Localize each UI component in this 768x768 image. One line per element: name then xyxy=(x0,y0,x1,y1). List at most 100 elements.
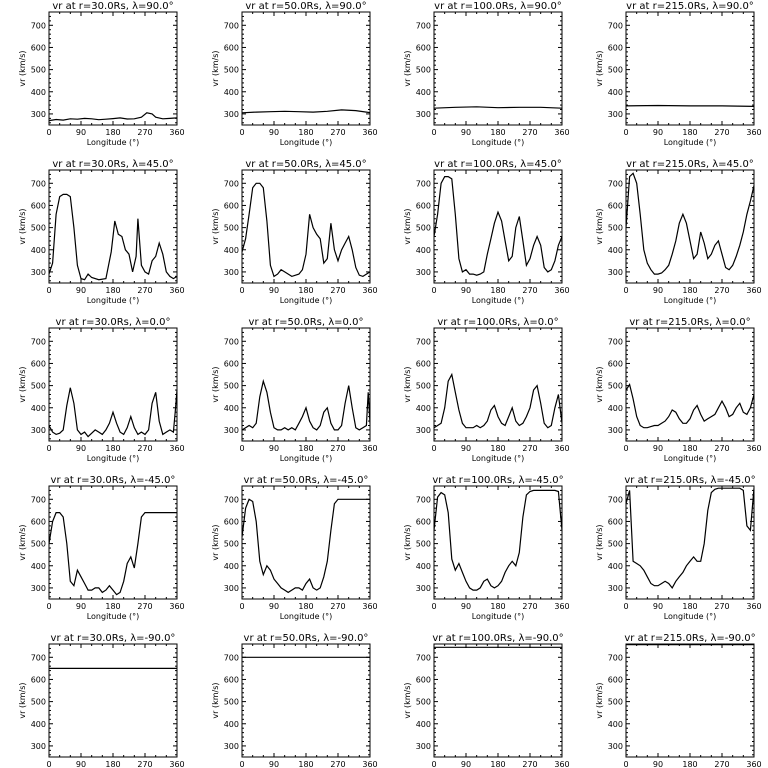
y-tick-label: 600 xyxy=(224,359,239,368)
y-tick-label: 400 xyxy=(224,404,239,413)
y-tick-label: 500 xyxy=(31,698,46,707)
plot-frame xyxy=(433,485,563,600)
chart-title: vr at r=30.0Rs, λ=0.0° xyxy=(56,317,171,328)
y-tick-label: 700 xyxy=(31,495,46,504)
y-tick-label: 400 xyxy=(31,562,46,571)
x-tick-label: 180 xyxy=(298,602,313,611)
x-tick-label: 0 xyxy=(623,286,628,295)
plot-frame xyxy=(625,169,755,284)
chart-panel: vr at r=50.0Rs, λ=45.0° 0 90 180 270 360 300 40… xyxy=(211,159,378,305)
y-tick-label: 600 xyxy=(608,201,623,210)
y-tick-label: 600 xyxy=(224,201,239,210)
y-tick-label: 300 xyxy=(416,742,431,751)
x-tick-label: 360 xyxy=(362,760,377,768)
y-tick-label: 600 xyxy=(224,517,239,526)
y-axis-label: vr (km/s) xyxy=(595,208,604,244)
y-tick-label: 700 xyxy=(31,21,46,30)
chart-title: vr at r=50.0Rs, λ=-45.0° xyxy=(244,475,369,486)
chart-panel: vr at r=30.0Rs, λ=90.0° 0 90 180 270 360 300 40… xyxy=(18,1,185,147)
x-tick-label: 180 xyxy=(298,286,313,295)
y-tick-label: 300 xyxy=(224,426,239,435)
x-axis-label: Longitude (°) xyxy=(87,612,140,621)
x-tick-label: 360 xyxy=(746,128,761,137)
y-tick-label: 500 xyxy=(31,382,46,391)
series-line xyxy=(434,106,562,109)
x-tick-label: 270 xyxy=(522,286,537,295)
x-tick-label: 0 xyxy=(46,444,51,453)
y-tick-label: 600 xyxy=(416,201,431,210)
chart-title: vr at r=30.0Rs, λ=45.0° xyxy=(52,159,173,170)
chart-panel: vr at r=100.0Rs, λ=-90.0° 0 90 180 270 360 300… xyxy=(403,633,570,768)
x-tick-label: 0 xyxy=(239,760,244,768)
x-tick-label: 270 xyxy=(137,602,152,611)
x-tick-label: 0 xyxy=(623,444,628,453)
y-tick-label: 400 xyxy=(224,562,239,571)
plot-frame xyxy=(433,643,563,758)
chart-title: vr at r=100.0Rs, λ=-90.0° xyxy=(432,633,563,644)
y-tick-label: 300 xyxy=(608,742,623,751)
x-axis-label: Longitude (°) xyxy=(472,454,525,463)
plot-frame xyxy=(241,327,371,442)
y-tick-label: 400 xyxy=(608,88,623,97)
x-tick-label: 90 xyxy=(653,286,663,295)
x-axis-label: Longitude (°) xyxy=(664,296,717,305)
chart-panel: vr at r=215.0Rs, λ=0.0° 0 90 180 270 360 300 40… xyxy=(595,317,762,463)
y-tick-label: 300 xyxy=(416,110,431,119)
series-line xyxy=(49,112,177,122)
y-tick-label: 500 xyxy=(416,224,431,233)
chart-title: vr at r=30.0Rs, λ=90.0° xyxy=(52,1,173,12)
y-tick-label: 400 xyxy=(416,246,431,255)
x-axis-label: Longitude (°) xyxy=(87,296,140,305)
chart-panel: vr at r=100.0Rs, λ=45.0° 0 90 180 270 360 300 4… xyxy=(403,159,570,305)
chart-panel: vr at r=50.0Rs, λ=-90.0° 0 90 180 270 360 300 4… xyxy=(211,633,378,768)
y-tick-label: 700 xyxy=(31,337,46,346)
x-tick-label: 0 xyxy=(431,286,436,295)
x-tick-label: 90 xyxy=(76,760,86,768)
series-line xyxy=(626,104,754,107)
x-tick-label: 180 xyxy=(105,444,120,453)
x-tick-label: 180 xyxy=(490,760,505,768)
plot-frame xyxy=(241,643,371,758)
y-tick-label: 400 xyxy=(31,246,46,255)
y-tick-label: 700 xyxy=(31,653,46,662)
x-tick-label: 360 xyxy=(746,286,761,295)
y-tick-label: 500 xyxy=(608,66,623,75)
y-tick-label: 400 xyxy=(31,88,46,97)
y-axis-label: vr (km/s) xyxy=(403,682,412,718)
y-tick-label: 700 xyxy=(416,653,431,662)
y-axis-label: vr (km/s) xyxy=(18,366,27,402)
y-tick-label: 400 xyxy=(224,246,239,255)
x-tick-label: 90 xyxy=(653,760,663,768)
x-tick-label: 0 xyxy=(623,128,628,137)
x-tick-label: 90 xyxy=(461,760,471,768)
chart-title: vr at r=30.0Rs, λ=-90.0° xyxy=(51,633,176,644)
x-tick-label: 180 xyxy=(105,602,120,611)
chart-panel: vr at r=30.0Rs, λ=-90.0° 0 90 180 270 360 300 4… xyxy=(18,633,185,768)
y-tick-label: 700 xyxy=(416,21,431,30)
y-tick-label: 400 xyxy=(224,720,239,729)
chart-panel: vr at r=30.0Rs, λ=0.0° 0 90 180 270 360 300 400… xyxy=(18,317,185,463)
x-axis-label: Longitude (°) xyxy=(664,138,717,147)
y-tick-label: 700 xyxy=(224,653,239,662)
y-tick-label: 600 xyxy=(31,517,46,526)
x-tick-label: 90 xyxy=(653,444,663,453)
x-tick-label: 270 xyxy=(714,286,729,295)
x-tick-label: 180 xyxy=(298,444,313,453)
plot-frame xyxy=(241,11,371,126)
x-tick-label: 0 xyxy=(431,444,436,453)
y-tick-label: 500 xyxy=(31,224,46,233)
y-tick-label: 300 xyxy=(224,110,239,119)
y-axis-label: vr (km/s) xyxy=(403,208,412,244)
x-tick-label: 0 xyxy=(46,286,51,295)
y-tick-label: 300 xyxy=(608,584,623,593)
x-tick-label: 0 xyxy=(431,760,436,768)
y-tick-label: 500 xyxy=(608,382,623,391)
y-tick-label: 700 xyxy=(608,653,623,662)
x-tick-label: 360 xyxy=(554,444,569,453)
x-tick-label: 180 xyxy=(490,602,505,611)
y-tick-label: 600 xyxy=(608,359,623,368)
x-axis-label: Longitude (°) xyxy=(87,454,140,463)
y-tick-label: 700 xyxy=(416,179,431,188)
chart-title: vr at r=100.0Rs, λ=0.0° xyxy=(437,317,558,328)
x-tick-label: 360 xyxy=(169,444,184,453)
